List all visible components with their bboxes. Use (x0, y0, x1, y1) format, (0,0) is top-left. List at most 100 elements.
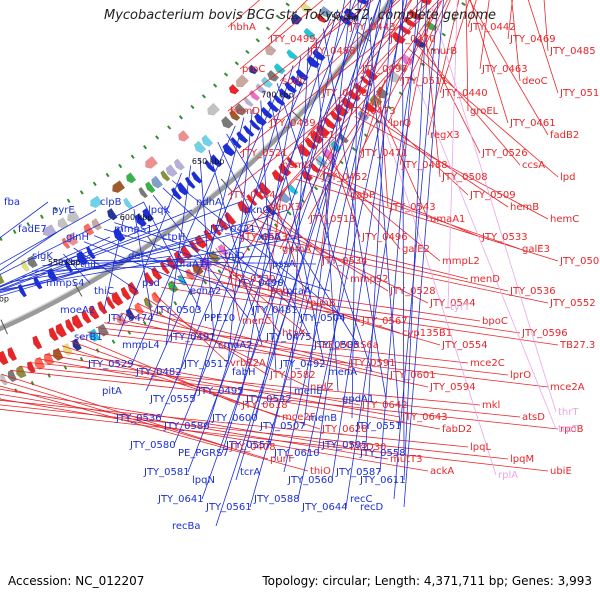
forward-gene-label: mmpL2 (442, 256, 480, 267)
leader-line (104, 228, 283, 284)
gene-feature (191, 171, 203, 184)
reverse-gene-label: JTY_0532 (245, 394, 292, 405)
leader-line (402, 48, 557, 430)
reverse-gene-label: menB (308, 413, 337, 424)
leader-line (239, 0, 324, 70)
reverse-gene-label: pssA (272, 259, 296, 270)
kbp-scale-label: 700 kbp (261, 91, 294, 100)
leader-line (427, 0, 451, 52)
forward-gene-label: JTY_0642 (361, 400, 408, 411)
tick-mark (245, 49, 250, 55)
gene-feature (171, 187, 183, 200)
forward-gene-label: JTY_0440 (441, 88, 488, 99)
leader-line (359, 8, 436, 154)
tick-mark (92, 181, 97, 187)
gene-feature (65, 318, 76, 333)
forward-gene-label: ccsA (522, 160, 545, 171)
reverse-gene-label: thiE (80, 259, 99, 270)
reverse-gene-label: JTY_0474 (107, 313, 154, 324)
forward-gene-label: JTY_0511 (401, 76, 448, 87)
gene-feature (151, 175, 163, 189)
reverse-gene-label: psd (142, 278, 160, 289)
gene-feature (323, 117, 337, 130)
tick-mark (285, 2, 290, 7)
forward-gene-label: JTY_0594 (429, 382, 476, 393)
forward-gene-label: JTY_0513 (309, 214, 356, 225)
tick-mark (111, 339, 116, 344)
kbp-tick (0, 319, 8, 335)
forward-gene-label: nrdZ (310, 382, 334, 393)
leader-line (245, 223, 469, 280)
leader-line (0, 398, 429, 472)
leader-line (192, 265, 401, 334)
leader-line (507, 0, 513, 40)
tick-mark (26, 222, 31, 227)
leader-line (36, 358, 441, 430)
forward-gene-label: JTY_0408 (229, 442, 276, 453)
forward-gene-label: JTY_0567 (361, 316, 408, 327)
reverse-gene-label: mmpS1 (114, 224, 153, 235)
reverse-gene-label: clpB (100, 197, 122, 208)
reverse-gene-label: JTY_0558 (359, 448, 406, 459)
gene-feature (32, 335, 43, 350)
gene-feature (67, 210, 80, 223)
gene-feature (306, 55, 321, 69)
forward-gene-label: JTY_0499 (269, 34, 316, 45)
reverse-gene-label: JTY_0610 (273, 448, 320, 459)
forward-gene-label: JTY_0473 (349, 106, 396, 117)
gene-feature (62, 343, 73, 356)
kbp-scale-label: 550 kbp (48, 258, 81, 267)
leader-line (289, 47, 309, 400)
gene-feature (7, 347, 18, 362)
kbp-scale-label: 750 kbp (326, 13, 359, 22)
leader-line (267, 63, 398, 208)
leader-line (371, 89, 497, 476)
reverse-gene-label: JTY_0491 (169, 332, 216, 343)
gene-feature (67, 232, 79, 246)
forward-gene-label: JTY_0443 (349, 22, 396, 33)
gene-feature (126, 172, 137, 184)
reverse-gene-label: PPE10 (204, 313, 235, 324)
gene-feature (319, 5, 333, 18)
reverse-gene-label: JTY_0561 (205, 502, 252, 513)
leader-line (419, 32, 481, 154)
gene-feature (249, 118, 261, 131)
gene-feature (303, 27, 316, 39)
forward-gene-label: JTY_0628 (321, 424, 368, 435)
leader-line (131, 125, 236, 365)
forward-gene-label: hemC (550, 214, 579, 225)
forward-gene-label: htpX (282, 328, 306, 339)
tick-mark (255, 38, 260, 43)
tick-mark (313, 186, 319, 191)
forward-gene-label: bpoC (482, 316, 508, 327)
gene-feature (201, 134, 214, 147)
gene-feature (249, 90, 261, 101)
forward-gene-label: sodC (282, 76, 307, 87)
forward-gene-label: JTY_0470 (389, 34, 436, 45)
leader-line (408, 48, 559, 178)
leader-line (153, 292, 229, 364)
leader-line (479, 0, 490, 70)
forward-gene-label: fadD30 (350, 442, 386, 453)
leader-line (227, 0, 374, 112)
leader-line (83, 241, 187, 284)
leader-line (93, 235, 235, 292)
gene-feature (160, 170, 171, 182)
leader-line (18, 366, 521, 418)
kbp-tick (291, 110, 305, 123)
leader-line (63, 253, 91, 284)
leader-line (276, 83, 373, 373)
tick-mark (66, 198, 71, 204)
forward-gene-label: ubiE (550, 466, 572, 477)
leader-line (70, 340, 281, 418)
forward-gene-label: senX3 (270, 202, 301, 213)
reverse-gene-label: ufaA1 (176, 259, 205, 270)
leader-line (169, 281, 521, 334)
tick-mark (173, 301, 178, 306)
reverse-gene-label: xthA (258, 232, 281, 243)
reverse-gene-label: JTY_0492 (279, 359, 326, 370)
forward-gene-label: JTY_0488 (401, 160, 448, 171)
leader-line (230, 235, 549, 304)
leader-line (103, 215, 125, 311)
forward-gene-label: proC (242, 64, 265, 75)
